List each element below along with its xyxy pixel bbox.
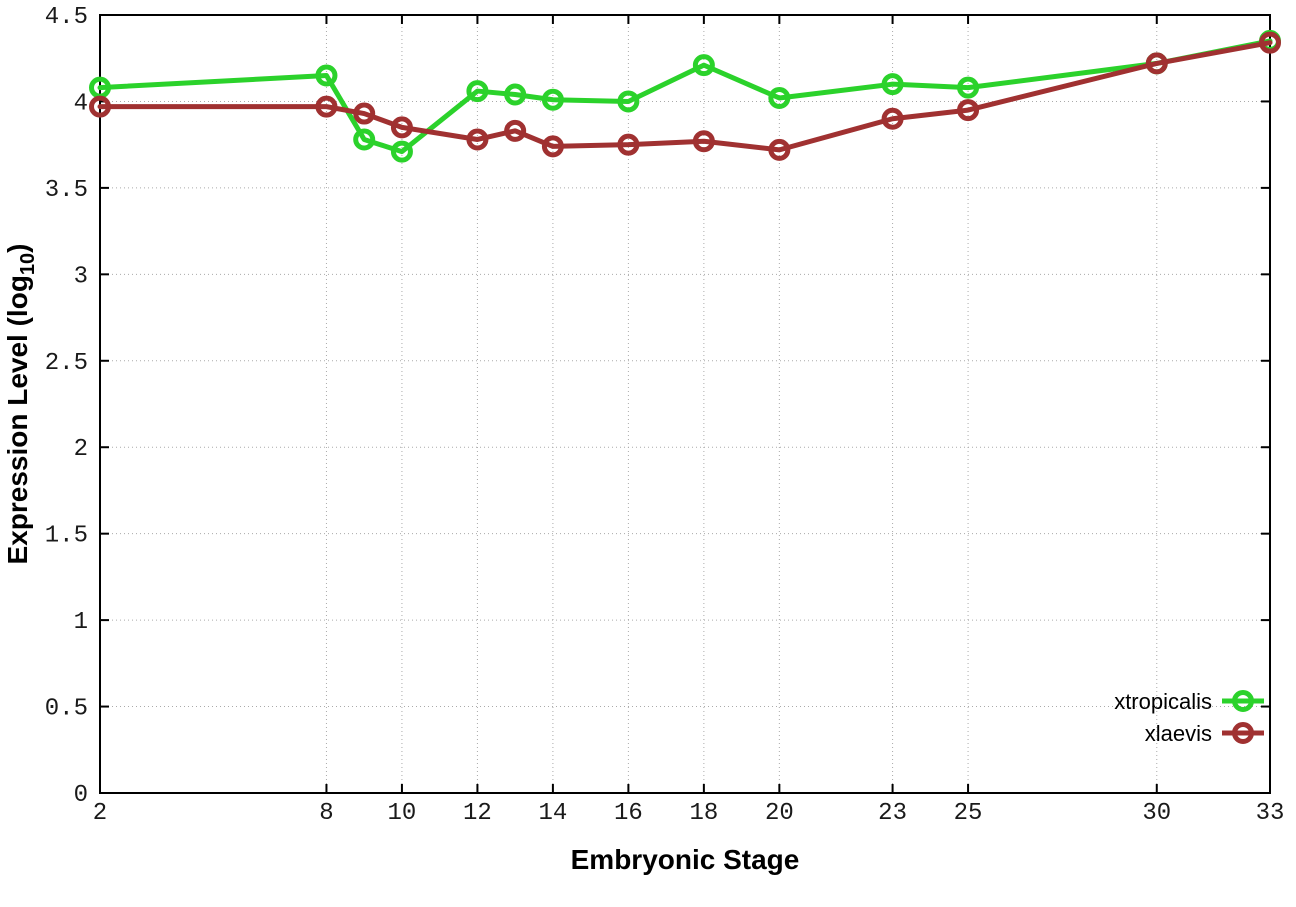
x-tick-label-14: 14 [538, 800, 567, 827]
legend: xtropicalis xlaevis [1114, 689, 1264, 746]
series-line-xtropicalis [97, 38, 1273, 155]
series-line-xlaevis [97, 40, 1273, 153]
data-point-xtropicalis-stage-18 [692, 54, 715, 77]
data-point-xtropicalis-stage-25 [957, 76, 980, 99]
data-point-xlaevis-stage-25 [957, 99, 980, 122]
axis-ticks [99, 14, 1271, 794]
x-axis-label: Embryonic Stage [571, 844, 800, 875]
x-tick-label-30: 30 [1142, 800, 1171, 827]
y-tick-label-1.5: 1.5 [45, 523, 88, 550]
y-tick-label-1: 1 [74, 609, 88, 636]
y-tick-labels: 0 0.5 1 1.5 2 2.5 3 3.5 4 4.5 [45, 4, 88, 809]
series-xlaevis [89, 31, 1281, 161]
data-point-xtropicalis-stage-16 [617, 90, 640, 113]
data-point-xlaevis-stage-14 [541, 135, 564, 158]
data-point-xtropicalis-stage-10 [390, 140, 413, 163]
data-point-xtropicalis-stage-23 [881, 73, 904, 96]
x-tick-label-16: 16 [614, 800, 643, 827]
legend-sample-marker-xlaevis [1232, 722, 1254, 744]
legend-label-xtropicalis: xtropicalis [1114, 689, 1212, 714]
data-point-xlaevis-stage-8 [315, 95, 338, 118]
x-tick-label-12: 12 [463, 800, 492, 827]
y-tick-label-0: 0 [74, 782, 88, 809]
data-point-xlaevis-stage-13 [504, 119, 527, 142]
plot-border-rect [99, 14, 1271, 794]
x-tick-label-18: 18 [689, 800, 718, 827]
data-point-xtropicalis-stage-12 [466, 80, 489, 103]
y-axis-label-main: Expression Level (log [2, 275, 33, 564]
data-point-xlaevis-stage-18 [692, 130, 715, 153]
data-point-xtropicalis-stage-20 [768, 86, 791, 109]
y-tick-label-3: 3 [74, 263, 88, 290]
data-point-xlaevis-stage-30 [1145, 52, 1168, 75]
y-axis-label-close: ) [2, 244, 33, 253]
y-tick-label-3.5: 3.5 [45, 177, 88, 204]
plot-border [99, 14, 1271, 794]
y-axis-label-subscript: 10 [17, 253, 39, 275]
legend-label-xlaevis: xlaevis [1145, 721, 1212, 746]
x-tick-label-10: 10 [388, 800, 417, 827]
y-axis-label: Expression Level (log10) [2, 244, 39, 565]
y-tick-label-2: 2 [74, 436, 88, 463]
data-point-xlaevis-stage-10 [390, 116, 413, 139]
x-tick-label-23: 23 [878, 800, 907, 827]
data-point-xtropicalis-stage-8 [315, 64, 338, 87]
x-tick-labels: 2 8 10 12 14 16 18 20 23 25 30 33 [93, 800, 1285, 827]
data-point-xlaevis-stage-23 [881, 107, 904, 130]
y-tick-label-2.5: 2.5 [45, 350, 88, 377]
data-point-xtropicalis-stage-14 [541, 88, 564, 111]
x-tick-label-20: 20 [765, 800, 794, 827]
data-point-xlaevis-stage-2 [89, 95, 111, 118]
x-tick-label-33: 33 [1256, 800, 1285, 827]
x-tick-label-25: 25 [954, 800, 983, 827]
data-point-xtropicalis-stage-13 [504, 83, 527, 106]
y-tick-label-4.5: 4.5 [45, 4, 88, 31]
data-point-xlaevis-stage-16 [617, 133, 640, 156]
legend-sample-marker-xtropicalis [1232, 690, 1254, 712]
y-tick-label-0.5: 0.5 [45, 696, 88, 723]
x-tick-label-8: 8 [319, 800, 333, 827]
legend-sample-markers [1222, 690, 1264, 744]
data-point-xlaevis-stage-20 [768, 138, 791, 161]
data-point-xlaevis-stage-12 [466, 128, 489, 151]
data-point-xtropicalis-stage-9 [353, 128, 376, 151]
data-series [89, 29, 1281, 163]
y-tick-label-4: 4 [74, 90, 88, 117]
data-point-xlaevis-stage-9 [353, 102, 376, 125]
gridlines [100, 15, 1270, 793]
x-tick-label-2: 2 [93, 800, 107, 827]
data-point-xlaevis-stage-33 [1259, 31, 1281, 54]
